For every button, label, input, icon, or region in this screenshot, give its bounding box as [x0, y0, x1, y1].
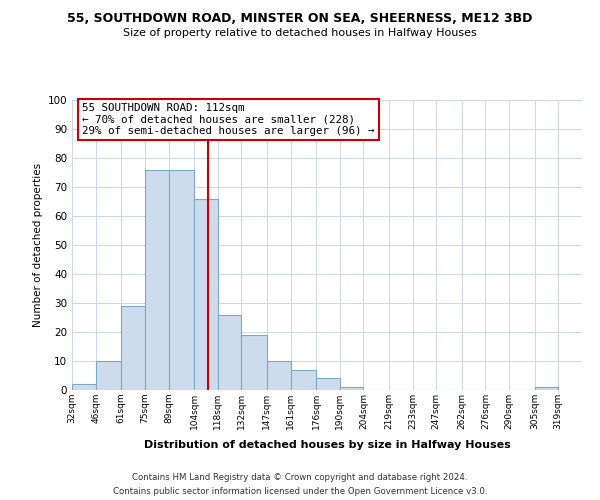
- Bar: [96, 361, 121, 390]
- Bar: [145, 170, 169, 390]
- Bar: [218, 314, 241, 390]
- Text: 55, SOUTHDOWN ROAD, MINSTER ON SEA, SHEERNESS, ME12 3BD: 55, SOUTHDOWN ROAD, MINSTER ON SEA, SHEE…: [67, 12, 533, 26]
- Bar: [340, 387, 364, 390]
- Text: Contains public sector information licensed under the Open Government Licence v3: Contains public sector information licen…: [113, 486, 487, 496]
- Bar: [121, 306, 145, 390]
- Y-axis label: Number of detached properties: Number of detached properties: [34, 163, 43, 327]
- Text: Contains HM Land Registry data © Crown copyright and database right 2024.: Contains HM Land Registry data © Crown c…: [132, 473, 468, 482]
- Bar: [169, 170, 194, 390]
- Bar: [316, 378, 340, 390]
- Bar: [241, 335, 267, 390]
- Bar: [267, 361, 290, 390]
- Bar: [72, 384, 96, 390]
- X-axis label: Distribution of detached houses by size in Halfway Houses: Distribution of detached houses by size …: [143, 440, 511, 450]
- Text: Size of property relative to detached houses in Halfway Houses: Size of property relative to detached ho…: [123, 28, 477, 38]
- Bar: [535, 387, 558, 390]
- Text: 55 SOUTHDOWN ROAD: 112sqm
← 70% of detached houses are smaller (228)
29% of semi: 55 SOUTHDOWN ROAD: 112sqm ← 70% of detac…: [82, 103, 374, 136]
- Bar: [290, 370, 316, 390]
- Bar: [194, 198, 218, 390]
